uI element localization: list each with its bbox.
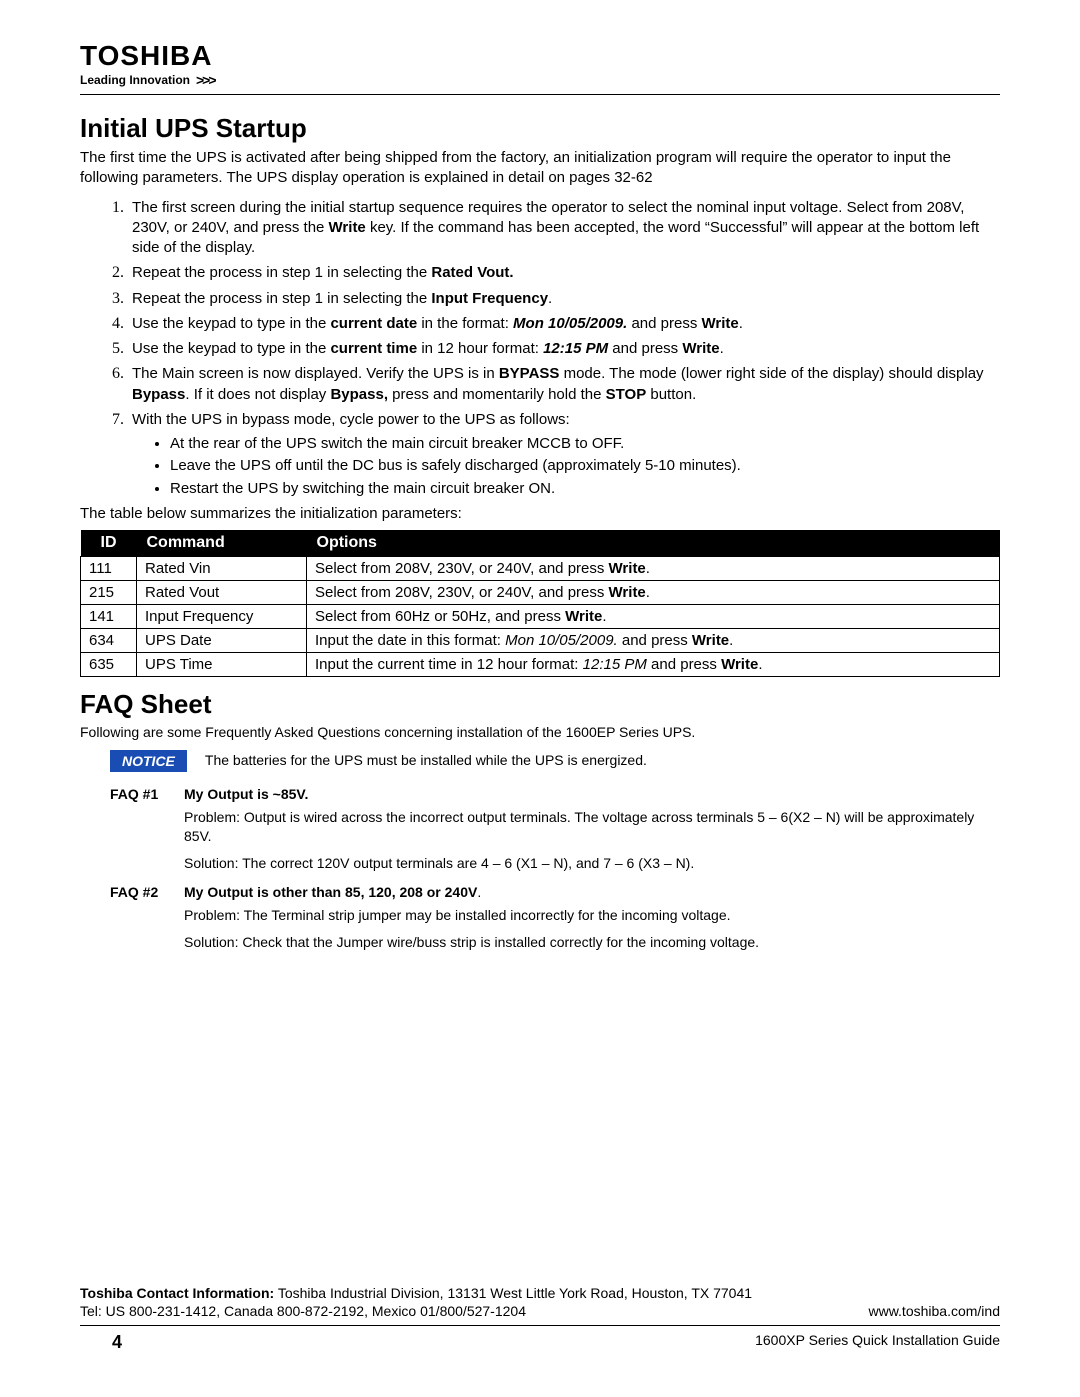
section-title-faq: FAQ Sheet — [80, 689, 1000, 720]
startup-steps: The first screen during the initial star… — [80, 197, 1000, 499]
chevrons-icon: >>> — [196, 72, 215, 88]
faq-2-title: My Output is other than 85, 120, 208 or … — [184, 884, 481, 900]
substep-3: Restart the UPS by switching the main ci… — [170, 479, 1000, 499]
footer-contact: Toshiba Contact Information: Toshiba Ind… — [80, 1285, 1000, 1301]
page-footer: Toshiba Contact Information: Toshiba Ind… — [80, 1285, 1000, 1355]
table-row: 141 Input Frequency Select from 60Hz or … — [81, 604, 1000, 628]
init-params-table: ID Command Options 111 Rated Vin Select … — [80, 530, 1000, 677]
table-intro: The table below summarizes the initializ… — [80, 505, 1000, 522]
brand-tagline: Leading Innovation >>> — [80, 72, 1000, 88]
col-opt: Options — [307, 530, 1000, 557]
footer-doc-title: 1600XP Series Quick Installation Guide — [755, 1332, 1000, 1353]
step-6: The Main screen is now displayed. Verify… — [128, 363, 1000, 405]
section-title-startup: Initial UPS Startup — [80, 113, 1000, 144]
brand-header: TOSHIBA Leading Innovation >>> — [80, 40, 1000, 88]
footer-tel-row: Tel: US 800-231-1412, Canada 800-872-219… — [80, 1303, 1000, 1319]
step-4: Use the keypad to type in the current da… — [128, 313, 1000, 334]
footer-url: www.toshiba.com/ind — [868, 1303, 1000, 1319]
faq-1-problem: Problem: Output is wired across the inco… — [184, 808, 1000, 846]
brand-name: TOSHIBA — [80, 40, 1000, 72]
table-row: 635 UPS Time Input the current time in 1… — [81, 652, 1000, 676]
col-cmd: Command — [137, 530, 307, 557]
step-5: Use the keypad to type in the current ti… — [128, 338, 1000, 359]
substep-2: Leave the UPS off until the DC bus is sa… — [170, 456, 1000, 476]
notice-badge: NOTICE — [110, 750, 187, 772]
header-rule — [80, 94, 1000, 95]
faq-1: FAQ #1 My Output is ~85V. Problem: Outpu… — [110, 786, 1000, 873]
step-1: The first screen during the initial star… — [128, 197, 1000, 259]
faq-1-id: FAQ #1 — [110, 786, 168, 802]
substep-1: At the rear of the UPS switch the main c… — [170, 434, 1000, 454]
notice-text: The batteries for the UPS must be instal… — [205, 750, 647, 768]
step-3: Repeat the process in step 1 in selectin… — [128, 288, 1000, 309]
page-number: 4 — [112, 1332, 122, 1353]
footer-tel: Tel: US 800-231-1412, Canada 800-872-219… — [80, 1303, 526, 1319]
table-row: 111 Rated Vin Select from 208V, 230V, or… — [81, 556, 1000, 580]
footer-rule — [80, 1325, 1000, 1326]
startup-intro: The first time the UPS is activated afte… — [80, 148, 1000, 189]
faq-2-id: FAQ #2 — [110, 884, 168, 900]
faq-2-problem: Problem: The Terminal strip jumper may b… — [184, 906, 1000, 925]
faq-2-solution: Solution: Check that the Jumper wire/bus… — [184, 933, 1000, 952]
step-7-substeps: At the rear of the UPS switch the main c… — [132, 434, 1000, 499]
notice-row: NOTICE The batteries for the UPS must be… — [110, 750, 1000, 772]
faq-1-solution: Solution: The correct 120V output termin… — [184, 854, 1000, 873]
faq-2: FAQ #2 My Output is other than 85, 120, … — [110, 884, 1000, 952]
table-row: 634 UPS Date Input the date in this form… — [81, 628, 1000, 652]
col-id: ID — [81, 530, 137, 557]
tagline-text: Leading Innovation — [80, 73, 190, 87]
faq-subtitle: Following are some Frequently Asked Ques… — [80, 724, 1000, 740]
faq-1-title: My Output is ~85V. — [184, 786, 308, 802]
step-7: With the UPS in bypass mode, cycle power… — [128, 409, 1000, 499]
table-row: 215 Rated Vout Select from 208V, 230V, o… — [81, 580, 1000, 604]
footer-page-row: 4 1600XP Series Quick Installation Guide — [80, 1332, 1000, 1353]
step-2: Repeat the process in step 1 in selectin… — [128, 262, 1000, 283]
